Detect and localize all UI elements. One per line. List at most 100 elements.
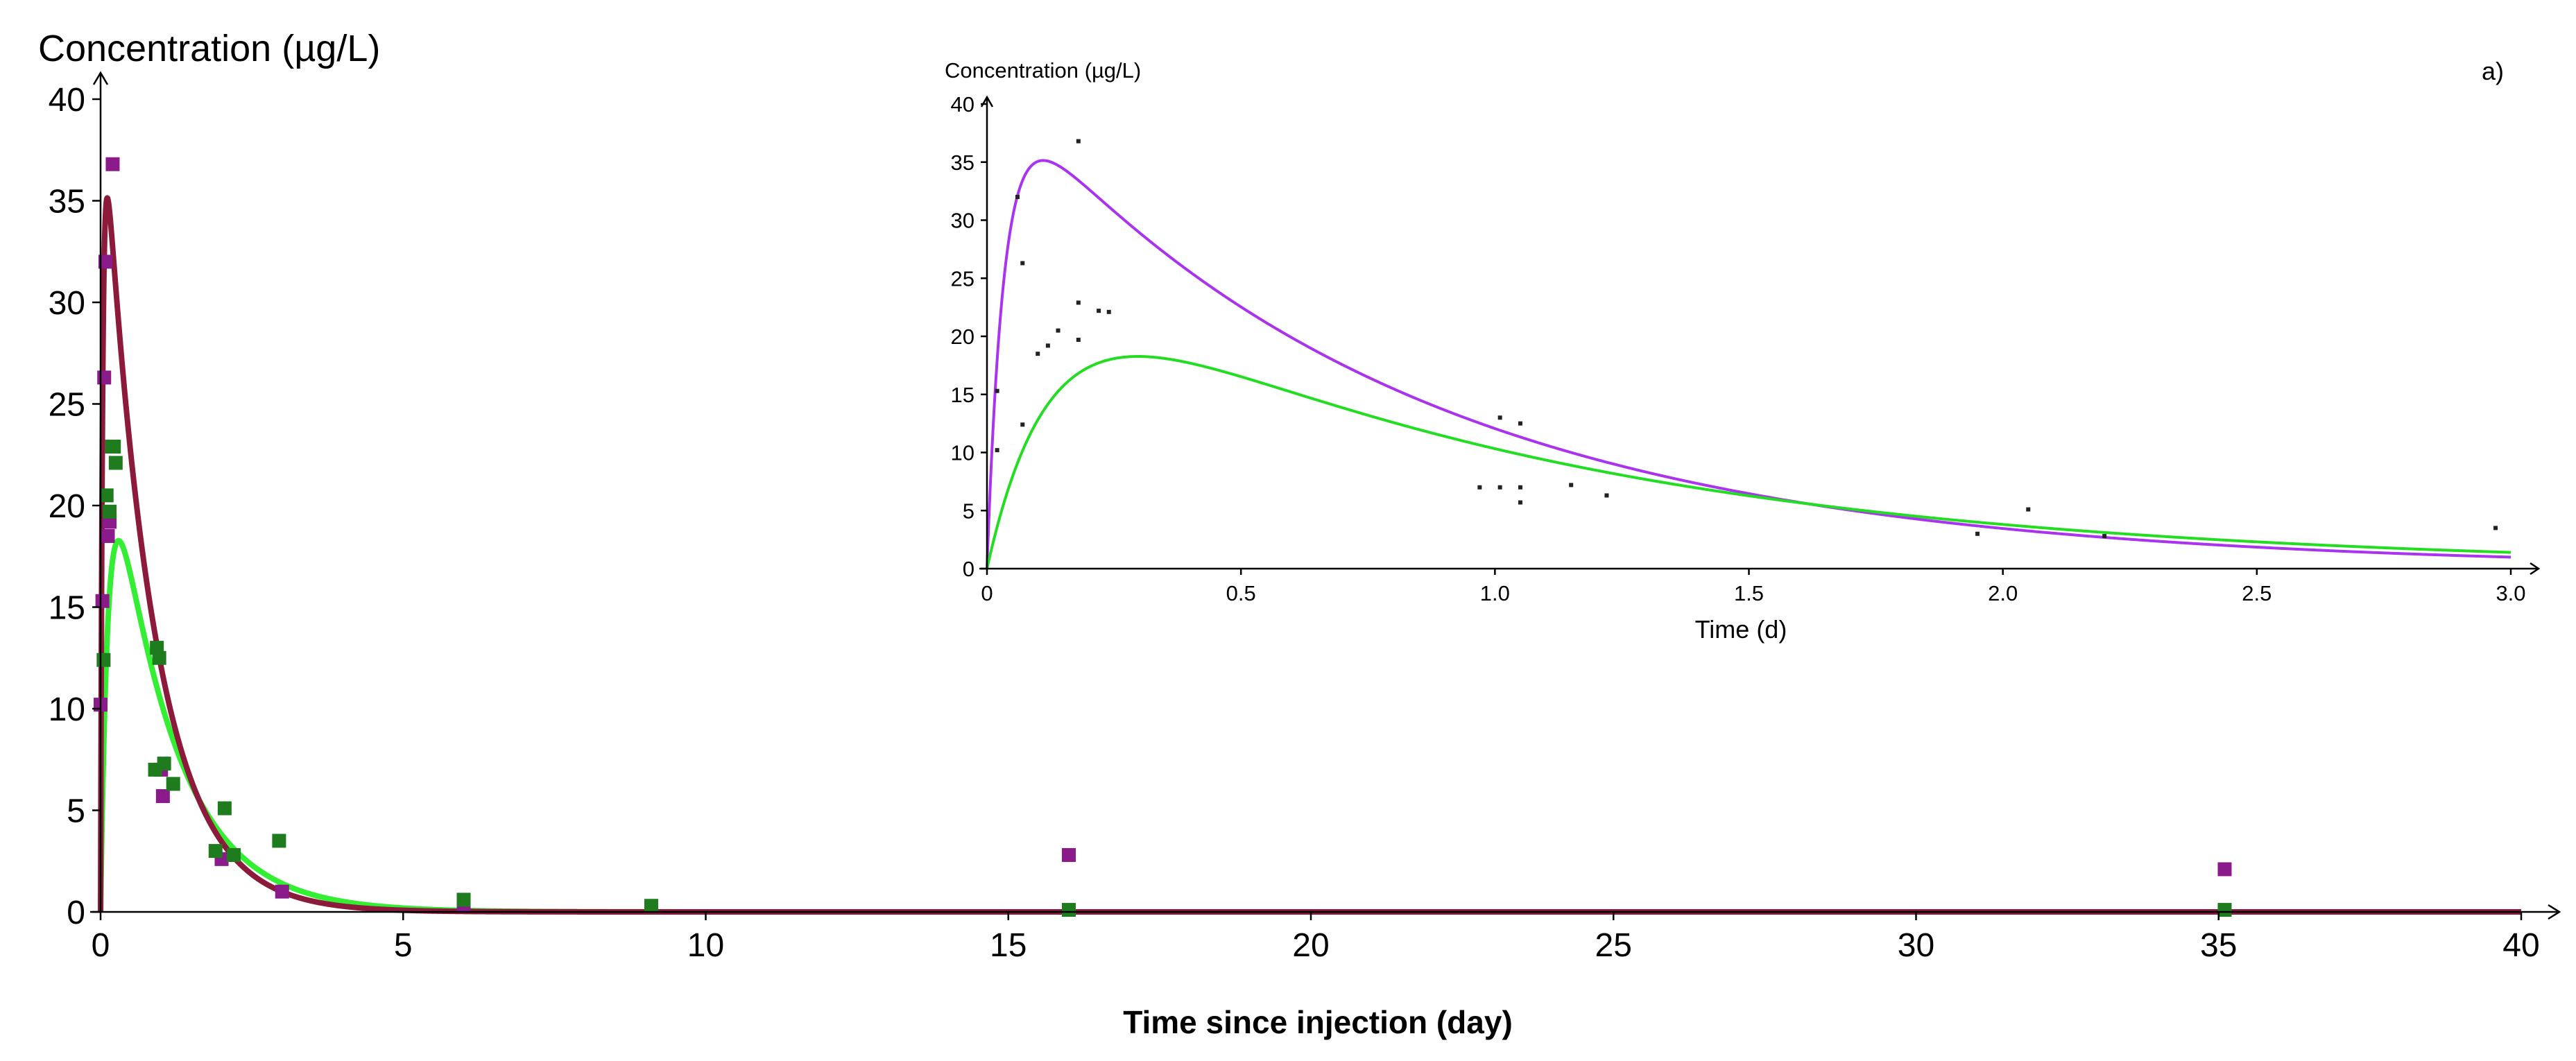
inset-point xyxy=(1076,300,1081,305)
main-x-tick-label: 40 xyxy=(2502,927,2539,964)
main-point-green xyxy=(96,653,111,667)
main-point-green xyxy=(456,892,471,907)
inset-panel-label: a) xyxy=(2482,57,2504,85)
inset-point xyxy=(1045,343,1050,348)
main-x-tick-label: 5 xyxy=(394,927,413,964)
main-point-green xyxy=(157,757,171,771)
inset-chart: 0 0.5 1.0 1.5 2.0 2.5 3.0 0 5 10 15 20 25 30 35 40 Conc… xyxy=(945,57,2541,644)
main-point-green xyxy=(1062,903,1076,917)
inset-x-axis-arrow xyxy=(2530,562,2541,576)
inset-y-tick-label: 15 xyxy=(951,383,974,407)
main-point-green xyxy=(217,801,232,816)
main-x-axis-arrow xyxy=(2548,904,2561,920)
inset-y-tick-label: 20 xyxy=(951,325,974,349)
main-y-tick-label: 35 xyxy=(49,184,85,221)
inset-point xyxy=(1020,422,1025,427)
main-y-tick-label: 15 xyxy=(49,590,85,627)
inset-y-tick-label: 10 xyxy=(951,441,974,465)
main-point-purple xyxy=(95,594,110,608)
inset-point xyxy=(2102,534,2107,539)
inset-point xyxy=(1497,415,1502,420)
inset-y-tick-label: 40 xyxy=(951,92,974,117)
inset-x-tick-label: 3.0 xyxy=(2496,581,2525,605)
inset-point xyxy=(1076,139,1081,144)
inset-y-tick-label: 25 xyxy=(951,266,974,291)
main-point-green xyxy=(99,488,114,503)
inset-x-tick-label: 0.5 xyxy=(1226,581,1256,605)
main-x-tick-label: 0 xyxy=(92,927,110,964)
main-y-tick-label: 30 xyxy=(49,285,85,322)
main-point-purple xyxy=(2217,862,2232,877)
main-y-tick-label: 10 xyxy=(49,691,85,728)
main-x-tick-label: 20 xyxy=(1292,927,1329,964)
inset-point xyxy=(1015,195,1020,199)
inset-point xyxy=(1497,485,1502,490)
inset-point xyxy=(995,448,999,453)
main-point-purple xyxy=(97,370,112,385)
main-point-green xyxy=(103,504,117,519)
inset-y-axis-title: Concentration (µg/L) xyxy=(945,58,1141,83)
inset-y-tick-label: 5 xyxy=(963,499,974,523)
main-point-purple xyxy=(105,157,120,171)
main-chart: 0 5 10 15 20 25 30 35 40 0 5 10 15 20 25 30 35 40 Concent… xyxy=(38,28,2561,1040)
main-y-axis-arrow xyxy=(92,71,109,85)
main-point-green xyxy=(272,834,286,848)
inset-point xyxy=(1097,309,1101,313)
inset-point xyxy=(1518,485,1522,490)
main-x-axis-title: Time since injection (day) xyxy=(1123,1004,1513,1040)
inset-x-tick-label: 0 xyxy=(981,581,993,605)
main-point-green xyxy=(152,650,166,665)
inset-x-tick-label: 2.5 xyxy=(2242,581,2272,605)
inset-point xyxy=(995,388,999,393)
main-ticks: 0 5 10 15 20 25 30 35 40 0 5 10 15 20 25 30 35 40 xyxy=(49,82,2540,964)
inset-point xyxy=(1076,338,1081,343)
inset-point xyxy=(1056,328,1061,333)
inset-point xyxy=(1020,261,1025,266)
inset-x-tick-label: 1.5 xyxy=(1734,581,1764,605)
main-point-green xyxy=(644,899,658,913)
main-point-green xyxy=(208,844,223,859)
inset-point xyxy=(1106,309,1111,314)
main-curve-green-fit xyxy=(98,537,2523,915)
main-point-green xyxy=(107,440,121,454)
inset-y-tick-label: 35 xyxy=(951,150,974,175)
inset-point xyxy=(1518,500,1522,505)
main-x-tick-label: 30 xyxy=(1898,927,1934,964)
inset-curve-purple-fit xyxy=(986,159,2511,569)
inset-point xyxy=(1569,483,1574,488)
main-y-tick-label: 5 xyxy=(67,793,85,830)
inset-point xyxy=(1604,493,1609,498)
inset-data-marks xyxy=(986,139,2511,569)
inset-x-axis-title: Time (d) xyxy=(1695,615,1787,644)
inset-point xyxy=(1518,421,1522,426)
main-point-purple xyxy=(155,788,170,803)
main-y-tick-label: 0 xyxy=(67,895,85,931)
inset-y-tick-label: 0 xyxy=(963,557,974,581)
inset-point xyxy=(2493,526,2498,530)
inset-ticks: 0 0.5 1.0 1.5 2.0 2.5 3.0 0 5 10 15 20 25 30 35 40 xyxy=(951,92,2526,605)
main-y-axis-title: Concentration (µg/L) xyxy=(38,28,380,69)
main-x-tick-label: 10 xyxy=(687,927,724,964)
main-x-tick-label: 35 xyxy=(2200,927,2237,964)
inset-point xyxy=(1036,352,1040,356)
main-point-purple xyxy=(98,255,112,269)
inset-y-tick-label: 30 xyxy=(951,209,974,233)
inset-point xyxy=(1975,531,1980,536)
main-y-tick-label: 40 xyxy=(49,82,85,119)
inset-curve-green-fit xyxy=(986,355,2511,569)
inset-x-tick-label: 1.0 xyxy=(1480,581,1510,605)
main-point-green xyxy=(108,456,123,470)
main-point-purple xyxy=(1062,847,1076,862)
main-point-green xyxy=(226,847,241,862)
inset-point xyxy=(2026,507,2031,512)
main-point-purple xyxy=(275,884,289,899)
main-point-green xyxy=(2217,903,2232,917)
main-point-green xyxy=(166,777,180,791)
main-x-tick-label: 25 xyxy=(1595,927,1632,964)
main-curve-purple-fit xyxy=(98,195,2523,915)
main-point-purple xyxy=(101,528,115,543)
main-y-tick-label: 25 xyxy=(49,387,85,424)
inset-x-tick-label: 2.0 xyxy=(1988,581,2018,605)
inset-point xyxy=(1477,485,1482,490)
